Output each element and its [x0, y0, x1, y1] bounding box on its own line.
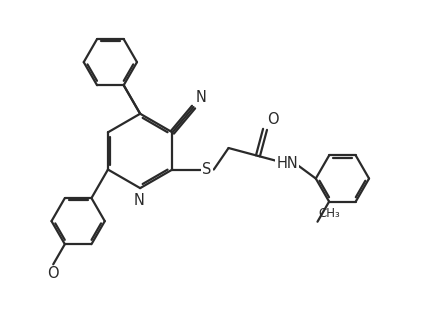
Text: N: N — [196, 89, 207, 105]
Text: CH₃: CH₃ — [319, 207, 340, 220]
Text: S: S — [202, 162, 212, 177]
Text: O: O — [47, 266, 59, 281]
Text: N: N — [134, 193, 145, 208]
Text: O: O — [267, 112, 278, 127]
Text: HN: HN — [276, 156, 298, 171]
